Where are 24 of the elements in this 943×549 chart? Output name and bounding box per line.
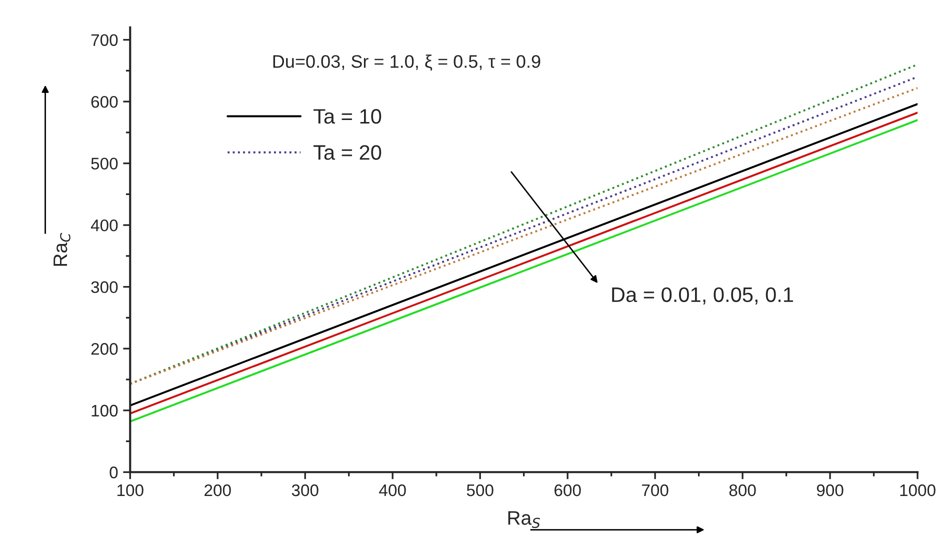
y-axis-title: Ra$_{C}$ [54, 232, 70, 266]
y-tick-label: 0 [110, 466, 118, 478]
x-tick-label: 700 [642, 484, 668, 496]
y-tick-label: 100 [92, 404, 118, 417]
y-tick-label: 700 [91, 34, 118, 46]
y-tick-label: 600 [91, 96, 118, 108]
x-tick-label: 800 [729, 484, 756, 496]
x-tick-label: 1000 [900, 484, 936, 496]
x-tick-label: 500 [466, 484, 494, 496]
x-tick-label: 600 [554, 484, 581, 496]
y-tick-label: 300 [91, 281, 118, 294]
y-tick-label: 400 [90, 219, 118, 232]
y-tick-label: 500 [91, 158, 118, 170]
x-tick-label: 900 [816, 484, 844, 496]
x-tick-label: 400 [379, 484, 406, 496]
x-tick-label: 200 [204, 484, 231, 496]
x-tick-label: 100 [118, 484, 144, 496]
legend-label: Ta = 20 [314, 145, 382, 160]
x-tick-label: 300 [292, 484, 318, 496]
legend-label: Ta = 10 [314, 109, 382, 124]
annotation: Da = 0.01, 0.05, 0.1 [612, 287, 794, 305]
annotation: Du=0.03, Sr = 1.0, ξ = 0.5, τ = 0.9 [273, 54, 540, 71]
y-tick-label: 200 [91, 343, 118, 355]
x-axis-title: Ra$_{S}$ [508, 511, 540, 528]
